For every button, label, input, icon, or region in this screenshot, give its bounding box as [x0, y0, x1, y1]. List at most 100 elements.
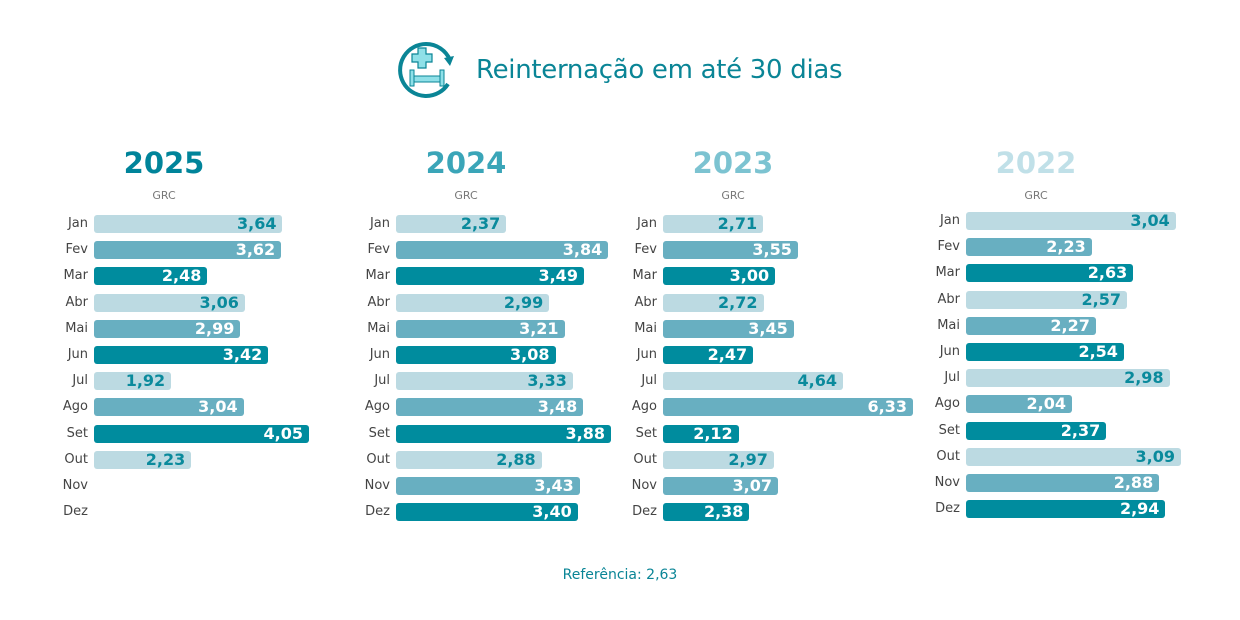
bar: 2,37	[396, 215, 507, 233]
month-label: Jul	[641, 373, 657, 389]
bar: 2,98	[966, 369, 1170, 388]
bar-row: Jun 2,54	[932, 343, 1232, 361]
bar: 2,12	[663, 424, 739, 443]
month-label: Abr	[937, 291, 961, 307]
month-label: Jan	[939, 213, 960, 228]
month-label: Dez	[935, 501, 960, 517]
bar-row: Set 2,12	[629, 424, 929, 443]
bar: 3,84	[396, 241, 609, 260]
bar-row: Fev 2,23	[932, 238, 1232, 257]
bar-row: Nov 2,88	[932, 474, 1232, 492]
bar: 2,88	[966, 474, 1160, 492]
bar: 3,06	[94, 293, 245, 312]
month-label: Dez	[365, 504, 390, 520]
month-label: Set	[938, 422, 960, 438]
month-label: Mai	[937, 317, 960, 333]
bar-row: Set 2,37	[932, 421, 1232, 440]
bar: 3,43	[396, 477, 580, 495]
chart-title: Reinternação em até 30 dias	[476, 55, 843, 85]
month-label: Out	[64, 451, 88, 467]
bar-row: Nov	[60, 477, 360, 495]
bar-row: Abr 2,99	[362, 293, 662, 312]
bar-row: Set 4,05	[60, 424, 360, 443]
month-label: Nov	[62, 478, 88, 493]
month-label: Dez	[63, 504, 88, 520]
bar-row: Fev 3,84	[362, 241, 662, 260]
bar: 2,99	[396, 293, 550, 312]
month-label: Out	[936, 448, 960, 464]
bar-row: Jan 3,04	[932, 212, 1232, 230]
bar-row: Mar 3,00	[629, 267, 929, 286]
month-label: Jun	[939, 344, 960, 359]
bar-row: Abr 2,72	[629, 293, 929, 312]
subtitle: GRC	[1024, 189, 1048, 202]
bar: 2,27	[966, 316, 1096, 335]
month-label: Abr	[367, 294, 391, 310]
month-label: Jul	[944, 370, 960, 386]
bar-row: Mai 2,99	[60, 319, 360, 338]
bar-row: Jul 4,64	[629, 372, 929, 391]
bar-row: Ago 3,04	[60, 398, 360, 417]
bar: 3,00	[663, 267, 776, 286]
bar: 3,21	[396, 319, 565, 338]
bar-row: Jan 3,64	[60, 215, 360, 233]
month-label: Fev	[65, 242, 88, 258]
bar-row: Nov 3,07	[629, 477, 929, 495]
month-label: Nov	[364, 478, 390, 493]
bar: 2,47	[663, 346, 754, 364]
bar-row: Dez 3,40	[362, 503, 662, 522]
month-label: Jul	[72, 373, 88, 389]
month-label: Nov	[934, 475, 960, 490]
subtitle: GRC	[721, 189, 745, 202]
reference-label: Referência: 2,63	[562, 567, 678, 583]
bar-row: Jun 2,47	[629, 346, 929, 364]
month-label: Jan	[67, 216, 88, 231]
subtitle: GRC	[454, 189, 478, 202]
bar-row: Abr 3,06	[60, 293, 360, 312]
bar-row: Mar 2,63	[932, 264, 1232, 283]
bar: 3,42	[94, 346, 269, 364]
bar: 3,33	[396, 372, 573, 391]
month-label: Ago	[631, 399, 657, 415]
bar: 2,99	[94, 319, 241, 338]
bar-row: Mai 2,27	[932, 316, 1232, 335]
month-label: Mai	[367, 320, 390, 336]
bar-row: Abr 2,57	[932, 290, 1232, 309]
month-label: Set	[635, 425, 657, 441]
month-label: Abr	[65, 294, 89, 310]
bar: 2,54	[966, 343, 1124, 361]
bar-row: Dez 2,38	[629, 503, 929, 522]
bar-row: Out 3,09	[932, 447, 1232, 466]
month-label: Jun	[636, 347, 657, 362]
bar: 3,49	[396, 267, 584, 286]
bar-row: Out 2,23	[60, 450, 360, 469]
bar: 3,08	[396, 346, 556, 364]
month-label: Out	[366, 451, 390, 467]
year-title: 2022	[995, 146, 1077, 180]
bar: 3,45	[663, 319, 794, 338]
bar: 2,04	[966, 395, 1073, 414]
bar: 1,92	[94, 372, 172, 391]
bar-row: Out 2,88	[362, 450, 662, 469]
month-label: Nov	[631, 478, 657, 493]
year-title: 2025	[123, 146, 205, 180]
bar-row: Out 2,97	[629, 450, 929, 469]
bar-row: Jan 2,37	[362, 215, 662, 233]
bar: 3,40	[396, 503, 578, 522]
bar: 3,48	[396, 398, 584, 417]
month-label: Mai	[65, 320, 88, 336]
month-label: Abr	[634, 294, 658, 310]
chart-header: Reinternação em até 30 dias	[396, 40, 843, 100]
bar-row: Nov 3,43	[362, 477, 662, 495]
bar: 3,88	[396, 424, 611, 443]
bar: 2,71	[663, 215, 764, 233]
bar: 3,04	[966, 212, 1176, 230]
subtitle: GRC	[152, 189, 176, 202]
bar: 3,04	[94, 398, 244, 417]
bar: 2,94	[966, 500, 1166, 519]
month-label: Ago	[934, 396, 960, 412]
bed-readmission-icon	[398, 42, 454, 98]
month-label: Mar	[632, 268, 657, 284]
bar-row: Mai 3,21	[362, 319, 662, 338]
bar: 6,33	[663, 398, 913, 417]
